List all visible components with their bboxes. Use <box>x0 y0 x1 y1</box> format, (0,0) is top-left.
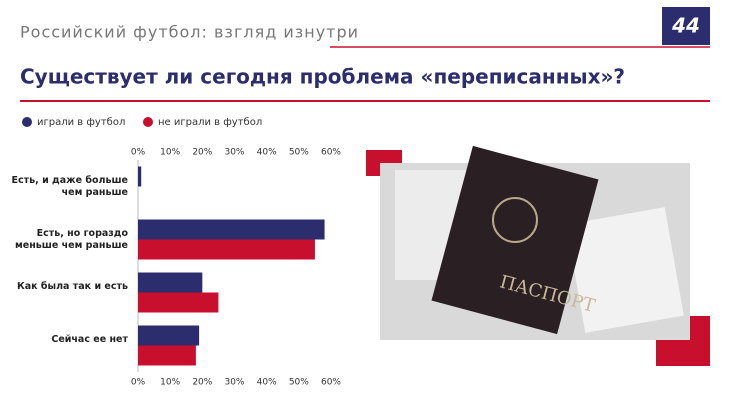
bar <box>138 345 196 366</box>
legend-marker <box>143 117 153 127</box>
page-number-box <box>662 7 710 45</box>
bar <box>138 219 325 240</box>
x-tick-label: 0% <box>131 148 146 158</box>
bar <box>138 239 315 260</box>
x-tick-label: 40% <box>257 378 277 388</box>
passport <box>431 145 599 335</box>
x-tick-label: 40% <box>257 148 277 158</box>
bar <box>138 325 200 346</box>
y-tick-label: Есть, но гораздо меньше чем раньше <box>15 227 128 251</box>
emblem <box>492 197 538 243</box>
x-tick-label: 60% <box>321 148 341 158</box>
bar <box>138 272 203 293</box>
y-tick-label: Как была так и есть <box>16 280 128 292</box>
legend-marker <box>22 117 32 127</box>
x-tick-label: 0% <box>131 378 146 388</box>
x-tick-label: 30% <box>224 148 244 158</box>
x-tick-label: 10% <box>160 148 180 158</box>
legend-label: не играли в футбол <box>158 117 262 128</box>
y-tick-label: Есть, и даже больше чем раньше <box>11 174 128 198</box>
x-tick-label: 50% <box>289 378 309 388</box>
x-tick-label: 20% <box>192 148 212 158</box>
bar <box>138 166 142 187</box>
x-tick-label: 30% <box>224 378 244 388</box>
header-subtitle: Российский футбол: взгляд изнутри <box>20 23 359 42</box>
legend-label: играли в футбол <box>37 117 125 128</box>
x-tick-label: 10% <box>160 378 180 388</box>
x-tick-label: 60% <box>321 378 341 388</box>
y-tick-label: Сейчас ее нет <box>51 333 128 345</box>
chart-title: Существует ли сегодня проблема «переписа… <box>20 65 625 89</box>
x-tick-label: 50% <box>289 148 309 158</box>
bar <box>138 292 219 313</box>
x-tick-label: 20% <box>192 378 212 388</box>
page-number: 44 <box>671 14 700 38</box>
photo-page <box>566 207 684 333</box>
